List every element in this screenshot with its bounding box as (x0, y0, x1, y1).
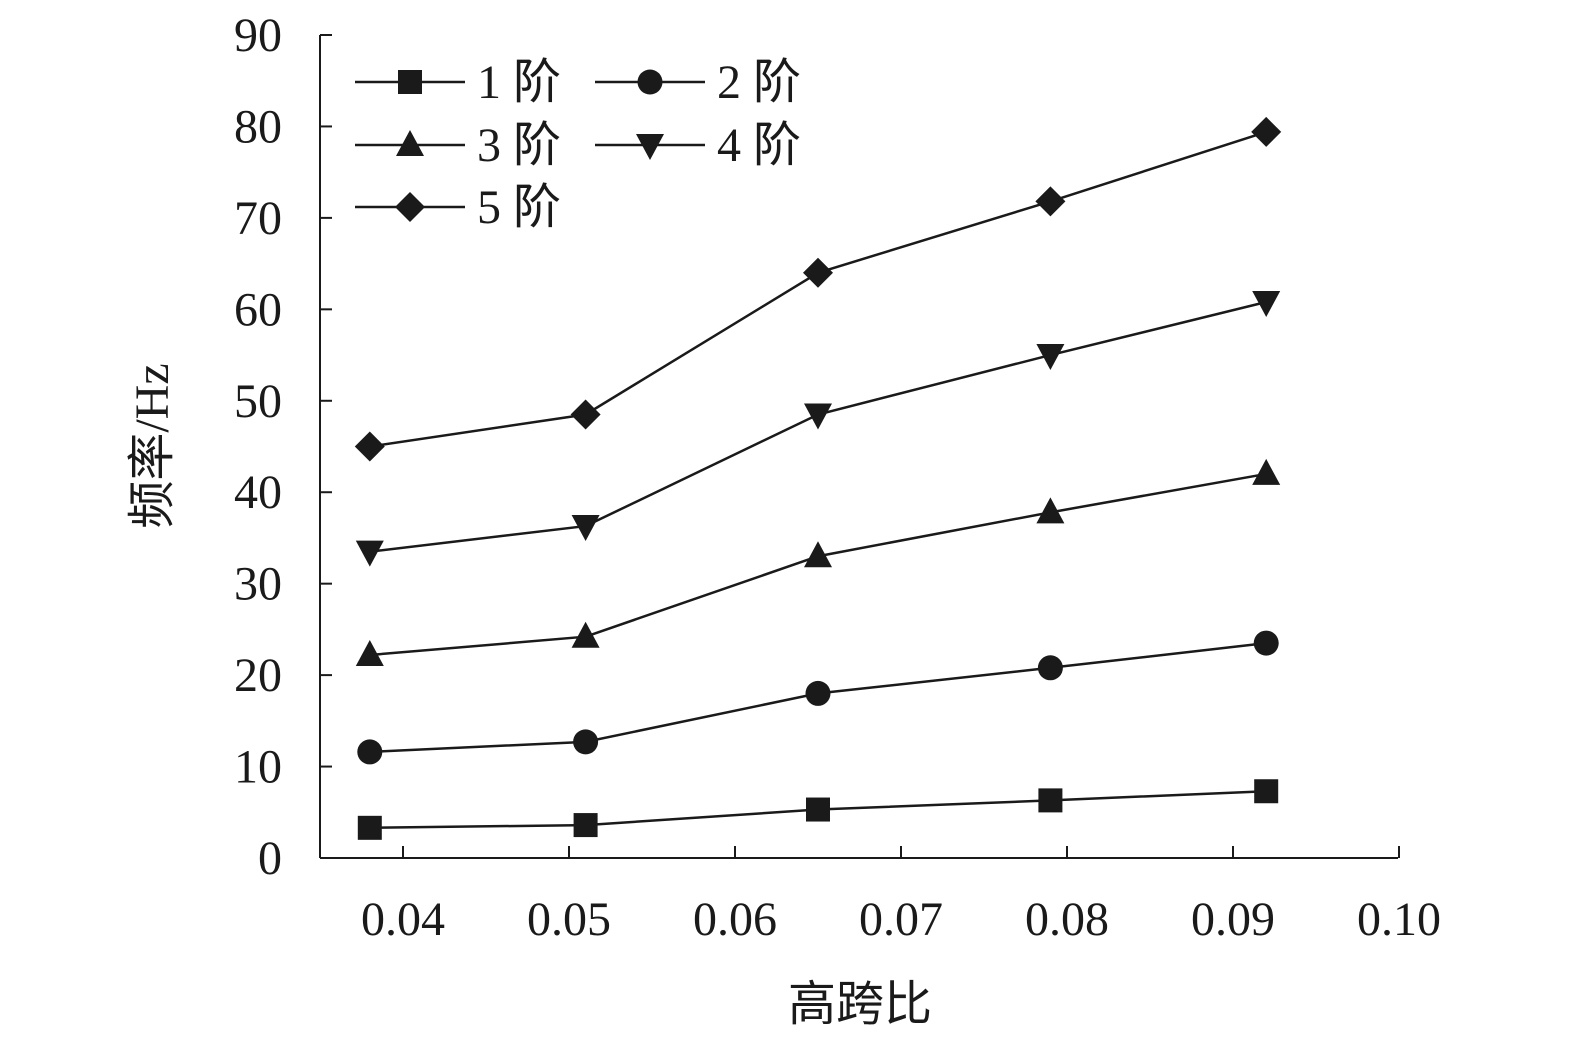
data-point (1036, 497, 1065, 524)
series-3 (355, 458, 1281, 666)
series-layer (354, 116, 1282, 840)
legend-marker (395, 192, 425, 222)
y-tick-label: 70 (234, 192, 282, 245)
legend-item: 5 阶 (355, 181, 561, 234)
data-point (1251, 116, 1282, 147)
legend-marker (636, 134, 664, 160)
y-tick-label: 60 (234, 283, 282, 336)
data-point (573, 729, 599, 755)
y-tick-label: 10 (234, 741, 282, 794)
data-point (355, 639, 384, 666)
data-point (1253, 630, 1279, 656)
x-tick-label: 0.10 (1357, 893, 1441, 946)
legend-item: 2 阶 (595, 56, 801, 109)
legend: 1 阶 2 阶 3 阶 4 阶 5 阶 (355, 56, 801, 234)
data-point (806, 797, 830, 822)
y-axis-title: 频率/Hz (126, 363, 179, 528)
data-point (570, 399, 601, 430)
data-point (1254, 779, 1279, 804)
data-point (357, 815, 382, 840)
y-tick-label: 90 (234, 9, 282, 62)
y-tick-label: 40 (234, 466, 282, 519)
legend-marker (637, 69, 663, 95)
x-tick-label: 0.06 (693, 893, 777, 946)
series-2 (357, 630, 1279, 765)
data-point (805, 680, 831, 706)
legend-item: 4 阶 (595, 119, 801, 172)
data-point (354, 431, 385, 462)
series-4 (355, 291, 1281, 567)
data-point (573, 813, 598, 838)
x-tick-label: 0.04 (361, 893, 445, 946)
legend-label: 1 阶 (477, 56, 561, 109)
y-tick-label: 80 (234, 100, 282, 153)
x-tick-label: 0.08 (1025, 893, 1109, 946)
legend-label: 4 阶 (717, 119, 801, 172)
data-point (571, 515, 600, 542)
data-point (355, 540, 384, 567)
x-tick-label: 0.05 (527, 893, 611, 946)
data-point (357, 739, 383, 765)
y-tick-label: 30 (234, 558, 282, 611)
y-tick-label: 0 (258, 832, 282, 885)
data-point (804, 403, 832, 430)
legend-marker (398, 70, 422, 94)
series-1 (357, 779, 1279, 840)
x-axis-title: 高跨比 (788, 978, 932, 1031)
data-point (804, 541, 832, 568)
legend-marker (396, 130, 424, 156)
data-point (1252, 291, 1281, 318)
y-ticks: 0 10 20 30 40 50 60 70 80 90 (234, 9, 332, 885)
data-point (1036, 344, 1065, 371)
data-point (1252, 458, 1281, 485)
series-5 (354, 116, 1282, 462)
legend-label: 5 阶 (477, 181, 561, 234)
x-tick-label: 0.07 (859, 893, 943, 946)
y-tick-label: 20 (234, 649, 282, 702)
y-tick-label: 50 (234, 375, 282, 428)
x-ticks: 0.04 0.05 0.06 0.07 0.08 0.09 0.10 (361, 846, 1441, 946)
legend-item: 3 阶 (355, 119, 561, 172)
legend-item: 1 阶 (355, 56, 561, 109)
data-point (571, 621, 600, 648)
data-point (1038, 788, 1063, 813)
legend-label: 3 阶 (477, 119, 561, 172)
legend-label: 2 阶 (717, 56, 801, 109)
data-point (803, 257, 833, 288)
x-tick-label: 0.09 (1191, 893, 1275, 946)
axes (319, 35, 1398, 859)
data-point (1035, 186, 1066, 217)
series-line (369, 130, 1267, 448)
data-point (1037, 655, 1063, 681)
